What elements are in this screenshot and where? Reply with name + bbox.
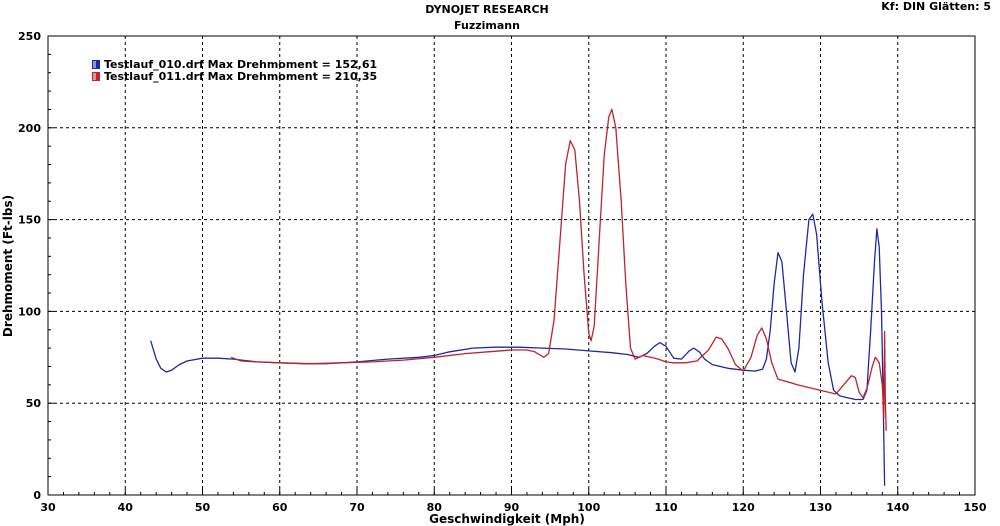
y-tick-labels: 0 50 100 150 200 250 [18, 30, 41, 502]
chart-subtitle: Fuzzimann [454, 19, 520, 32]
corner-info: Kf: DIN Glätten: 5 [881, 0, 991, 13]
x-tick-label: 40 [118, 501, 134, 514]
x-tick-label: 90 [504, 501, 520, 514]
x-tick-label: 110 [655, 501, 678, 514]
x-axis-label: Geschwindigkeit (Mph) [429, 512, 585, 526]
y-tick-label: 100 [18, 305, 41, 318]
x-tick-label: 100 [577, 501, 600, 514]
x-tick-label: 30 [40, 501, 56, 514]
y-tick-label: 50 [26, 397, 42, 410]
series-lines [150, 108, 887, 486]
y-tick-label: 250 [18, 30, 41, 43]
x-tick-label: 70 [349, 501, 365, 514]
y-tick-label: 0 [33, 489, 41, 502]
chart-title: DYNOJET RESEARCH [425, 3, 548, 16]
x-tick-labels: 30 40 50 60 70 80 90 100 110 120 130 140 150 [40, 501, 986, 514]
x-tick-label: 80 [427, 501, 443, 514]
x-tick-label: 50 [195, 501, 211, 514]
y-tick-label: 200 [18, 122, 41, 135]
legend: Testlauf_010.drf Max Drehmoment = 152,61… [92, 58, 377, 83]
y-axis-label: Drehmoment (Ft-lbs) [1, 195, 15, 337]
y-tick-label: 150 [18, 214, 41, 227]
series-line-2 [230, 108, 887, 431]
grid-lines [48, 36, 975, 495]
legend-entry-2: Testlauf_011.drf Max Drehmoment = 210,35 [104, 70, 377, 83]
x-tick-label: 130 [809, 501, 832, 514]
axis-ticks [47, 35, 976, 496]
legend-entry-1: Testlauf_010.drf Max Drehmoment = 152,61 [104, 58, 377, 71]
x-tick-label: 120 [732, 501, 755, 514]
x-tick-label: 60 [272, 501, 288, 514]
x-tick-label: 140 [886, 501, 909, 514]
x-tick-label: 150 [964, 501, 987, 514]
